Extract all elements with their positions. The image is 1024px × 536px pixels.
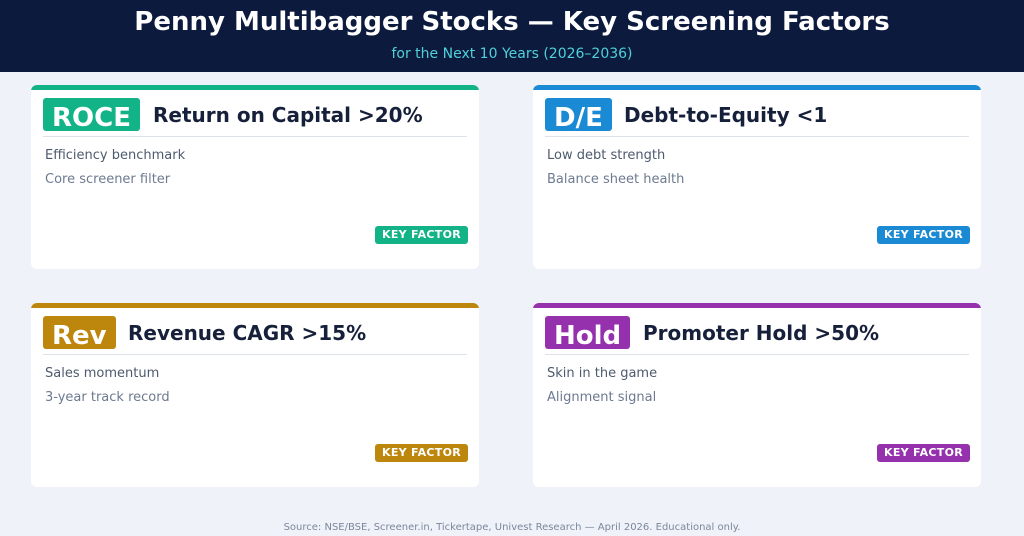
factor-description: Sales momentum <box>45 366 160 381</box>
factor-detail: 3-year track record <box>45 390 170 405</box>
key-factor-badge: KEY FACTOR <box>375 444 468 462</box>
factor-card-revenue: Rev Revenue CAGR >15% Sales momentum 3-y… <box>31 303 479 487</box>
page-title: Penny Multibagger Stocks — Key Screening… <box>134 7 890 37</box>
factor-description: Skin in the game <box>547 366 658 381</box>
factor-card-de: D/E Debt-to-Equity <1 Low debt strength … <box>533 85 981 269</box>
card-accent-bar <box>533 85 981 90</box>
card-accent-bar <box>31 303 479 308</box>
factor-detail: Core screener filter <box>45 172 171 187</box>
card-accent-bar <box>31 85 479 90</box>
divider <box>545 136 969 137</box>
factor-badge: ROCE <box>43 98 140 131</box>
card-accent-bar <box>533 303 981 308</box>
key-factor-badge: KEY FACTOR <box>877 226 970 244</box>
factor-description: Low debt strength <box>547 148 666 163</box>
factor-title: Return on Capital >20% <box>153 103 423 127</box>
header-banner: Penny Multibagger Stocks — Key Screening… <box>0 0 1024 72</box>
factor-description: Efficiency benchmark <box>45 148 186 163</box>
key-factor-badge: KEY FACTOR <box>375 226 468 244</box>
factor-title: Debt-to-Equity <1 <box>624 103 828 127</box>
factor-badge: Hold <box>545 316 631 349</box>
factor-badge: D/E <box>545 98 612 131</box>
source-footer: Source: NSE/BSE, Screener.in, Tickertape… <box>283 522 741 533</box>
factor-detail: Alignment signal <box>547 390 657 405</box>
factor-title: Promoter Hold >50% <box>643 321 880 345</box>
divider <box>43 136 467 137</box>
factor-detail: Balance sheet health <box>547 172 685 187</box>
divider <box>43 354 467 355</box>
factor-badge: Rev <box>43 316 116 349</box>
factor-title: Revenue CAGR >15% <box>128 321 367 345</box>
factor-card-roce: ROCE Return on Capital >20% Efficiency b… <box>31 85 479 269</box>
page-subtitle: for the Next 10 Years (2026–2036) <box>391 46 633 62</box>
factor-card-promoter-hold: Hold Promoter Hold >50% Skin in the game… <box>533 303 981 487</box>
key-factor-badge: KEY FACTOR <box>877 444 970 462</box>
divider <box>545 354 969 355</box>
